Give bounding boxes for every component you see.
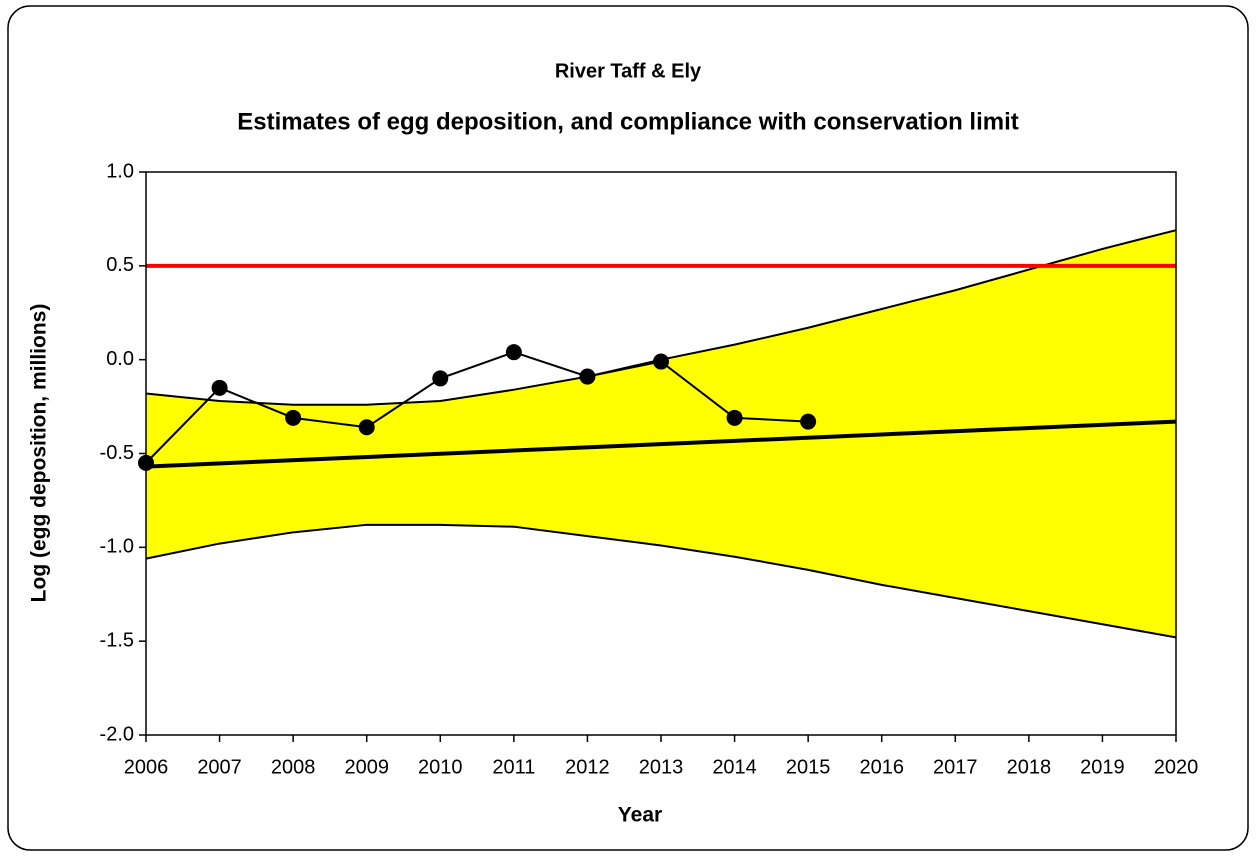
- observed-point: [285, 409, 302, 426]
- x-tick-label: 2014: [712, 756, 757, 778]
- observed-point: [653, 353, 669, 370]
- observed-point: [579, 368, 596, 385]
- x-tick-label: 2013: [639, 756, 684, 778]
- observed-line: [145, 351, 809, 464]
- x-tick-label: 2017: [933, 756, 978, 778]
- confidence-band: [146, 230, 1176, 638]
- trend-line: [145, 419, 1177, 469]
- y-tick-label: 0.5: [106, 254, 134, 276]
- band-lower-edge: [145, 523, 1177, 639]
- chart-title: River Taff & Ely: [555, 60, 702, 82]
- y-tick-label: 1.0: [106, 160, 134, 182]
- x-tick-label: 2019: [1080, 756, 1125, 778]
- x-tick-label: 2012: [565, 756, 610, 778]
- x-tick-label: 2018: [1007, 756, 1052, 778]
- y-tick-label: -2.0: [100, 723, 134, 745]
- x-tick-label: 2007: [197, 756, 242, 778]
- y-tick-label: -1.5: [100, 629, 134, 651]
- observed-point: [211, 379, 228, 396]
- x-tick-label: 2009: [344, 756, 389, 778]
- x-tick-label: 2006: [124, 756, 169, 778]
- y-tick-label: -0.5: [100, 442, 134, 464]
- x-tick-label: 2020: [1154, 756, 1199, 778]
- observed-point: [800, 413, 817, 430]
- observed-point: [726, 409, 743, 426]
- observed-point: [432, 370, 449, 387]
- y-tick-label: 0.0: [106, 348, 134, 370]
- x-axis-label: Year: [618, 804, 662, 827]
- y-tick-label: -1.0: [100, 536, 134, 558]
- y-axis-label: Log (egg deposition, millions): [28, 304, 51, 603]
- x-tick-label: 2015: [786, 756, 831, 778]
- x-tick-label: 2016: [859, 756, 904, 778]
- x-tick-label: 2008: [271, 756, 316, 778]
- x-tick-label: 2010: [418, 756, 463, 778]
- x-tick-label: 2011: [492, 756, 535, 778]
- observed-point: [505, 344, 522, 361]
- chart-subtitle: Estimates of egg deposition, and complia…: [237, 108, 1018, 135]
- observed-point: [358, 419, 375, 436]
